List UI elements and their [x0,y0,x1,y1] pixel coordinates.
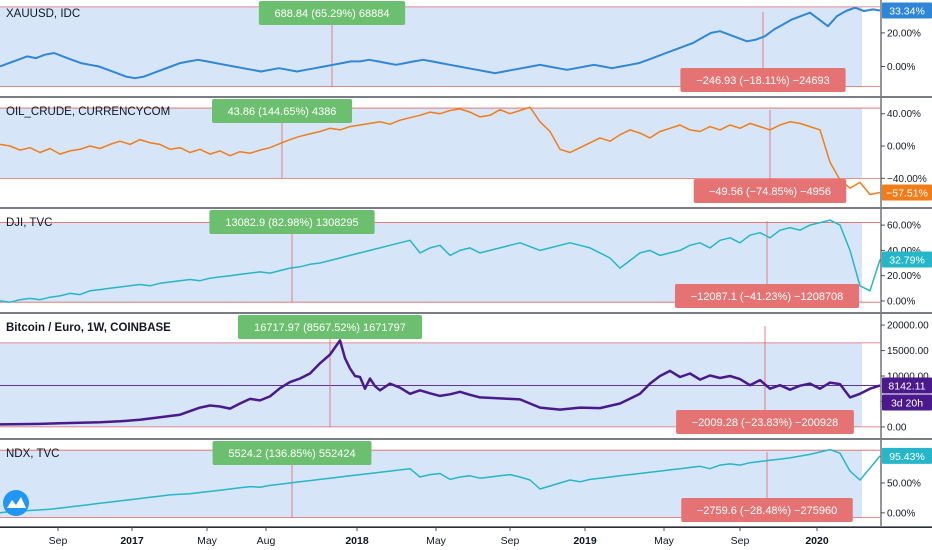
gain-measure-badge[interactable]: 13082.9 (82.98%) 1308295 [209,210,375,234]
loss-measure-badge[interactable]: −49.56 (−74.85%) −4956 [693,179,847,203]
badge-text: 16717.97 (8567.52%) 1671797 [254,322,406,334]
badge-text: 43.86 (144.65%) 4386 [228,106,337,118]
price-tick-label: 40.00% [887,246,921,257]
badge-background [674,284,860,308]
pane-symbol-title[interactable]: XAUUSD, IDC [6,8,80,20]
last-value-box [882,447,932,464]
price-tick-label: 20.00% [887,271,921,282]
series-line[interactable] [0,106,881,196]
loss-measure-badge[interactable]: −2759.6 (−28.48%) −275960 [681,498,853,522]
gain-measure-badge[interactable]: 688.84 (65.29%) 68884 [258,1,406,25]
badge-text: 688.84 (65.29%) 68884 [275,8,390,20]
time-tick-label: Sep [49,535,68,547]
pane-symbol-title[interactable]: NDX, TVC [6,448,59,460]
price-tick-label: −40.00% [887,174,927,185]
loss-measure-badge[interactable]: −2009.28 (−23.83%) −200928 [676,410,854,434]
badge-text: −2759.6 (−28.48%) −275960 [697,505,837,517]
price-tick-label: 0.00% [887,508,915,519]
gain-measure-badge[interactable]: 5524.2 (136.85%) 552424 [212,441,372,465]
gain-measure-badge[interactable]: 43.86 (144.65%) 4386 [212,99,352,123]
time-tick-label: Aug [257,535,276,547]
gain-measure-badge[interactable]: 16717.97 (8567.52%) 1671797 [237,315,423,339]
time-tick-label: 2020 [805,535,829,547]
price-axis-ticks: 20.00% 0.00% [881,28,921,73]
price-axis-ticks: 50.00% 0.00% [881,479,921,519]
badge-background [676,410,854,434]
badge-background [212,99,352,123]
last-value-label: 95.43% [889,451,925,463]
badge-text: 13082.9 (82.98%) 1308295 [225,217,358,229]
badge-text: 5524.2 (136.85%) 552424 [228,448,355,460]
pane-2[interactable]: 40.00% 0.00% −40.00% −57.51% OIL_CRUDE, CURR… [0,98,932,209]
price-tick-label: 60.00% [887,221,921,232]
badge-background [237,315,423,339]
tradingview-logo-icon[interactable] [3,490,29,516]
series-line[interactable] [0,339,881,426]
price-tick-label: 20.00% [887,28,921,39]
date-price-range-highlight[interactable] [0,108,862,179]
last-value-box [882,251,932,268]
pane-symbol-title[interactable]: OIL_CRUDE, CURRENCYCOM [6,106,170,118]
price-tick-label: 20000.00 [887,321,929,332]
badge-background [693,179,847,203]
loss-measure-badge[interactable]: −246.93 (−18.11%) −24693 [680,68,846,92]
price-tick-label: 50.00% [887,479,921,490]
last-value-box [882,2,932,19]
time-tick-label: May [426,535,447,547]
time-tick-label: May [197,535,218,547]
tradingview-logo[interactable] [3,490,29,516]
price-tick-label: 15000.00 [887,346,929,357]
pane-symbol-title[interactable]: Bitcoin / Euro, 1W, COINBASE [6,322,171,334]
bar-countdown-box [882,394,932,411]
last-value-label: 33.34% [889,5,925,17]
price-tick-label: 0.00% [887,142,915,153]
chart-panes: 20.00% 0.00% 33.34% XAUUSD, IDC 688.84 (65.2… [0,0,932,528]
badge-background [258,1,406,25]
last-value-box [882,377,932,394]
price-tick-label: 0.00% [887,62,915,73]
pane-5[interactable]: 50.00% 0.00% 95.43% NDX, TVC 5524.2 (136.85%… [0,440,932,528]
time-tick-label: May [654,535,675,547]
price-tick-label: 40.00% [887,109,921,120]
bar-countdown-label: 3d 20h [891,397,923,409]
last-value-box [882,184,932,201]
pane-3[interactable]: 60.00% 40.00% 20.00% 0.00% 32.79% DJI, TVC 130… [0,209,932,314]
badge-background [680,68,846,92]
badge-background [681,498,853,522]
pane-4[interactable]: 20000.0015000.0010000.005000.000.008142.… [0,314,932,440]
badge-background [209,210,375,234]
price-tick-label: 0.00 [887,422,907,433]
time-tick-label: Sep [731,535,750,547]
price-axis-ticks: 40.00% 0.00% −40.00% [881,109,927,185]
last-value-label: −57.51% [886,188,928,200]
price-axis-ticks: 60.00% 40.00% 20.00% 0.00% [881,221,921,307]
last-value-label: 32.79% [889,255,925,267]
price-tick-label: 0.00% [887,296,915,307]
time-axis-labels: Sep 2017 May Aug 2018 May Sep 2019 May Sep 2020 [49,527,829,547]
time-tick-label: 2017 [120,535,144,547]
time-tick-label: 2018 [345,535,369,547]
time-tick-label: Sep [501,535,520,547]
badge-text: −12087.1 (−41.23%) −1208708 [691,291,844,303]
badge-text: −49.56 (−74.85%) −4956 [709,186,831,198]
time-axis: Sep 2017 May Aug 2018 May Sep 2019 May Sep 2020 [0,527,932,547]
badge-background [212,441,372,465]
pane-1[interactable]: 20.00% 0.00% 33.34% XAUUSD, IDC 688.84 (65.2… [0,0,932,98]
logo-mountain-glyph [7,497,26,508]
price-tick-label: 10000.00 [887,372,929,383]
last-value-label: 8142.11 [888,380,925,392]
badge-text: −246.93 (−18.11%) −24693 [696,75,829,87]
time-tick-label: 2019 [573,535,597,547]
badge-text: −2009.28 (−23.83%) −200928 [692,417,839,429]
series-line[interactable] [0,6,881,80]
loss-measure-badge[interactable]: −12087.1 (−41.23%) −1208708 [674,284,860,308]
series-line[interactable] [0,219,881,303]
pane-symbol-title[interactable]: DJI, TVC [6,217,52,229]
series-line[interactable] [0,448,881,514]
